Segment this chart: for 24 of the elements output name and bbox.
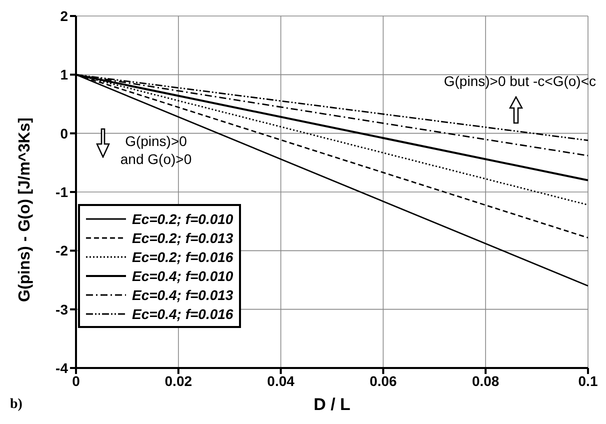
x-tick-label: 0.02	[164, 372, 192, 389]
y-tick-label: 1	[60, 66, 68, 83]
y-tick-label: 2	[60, 8, 68, 24]
legend-label: Ec=0.4; f=0.016	[132, 306, 234, 322]
annotation: G(pins)>0 and G(o)>0	[119, 132, 193, 168]
y-tick-label: -3	[56, 301, 68, 318]
y-tick-label: -2	[56, 242, 68, 259]
legend-label: Ec=0.2; f=0.010	[132, 210, 234, 226]
legend-label: Ec=0.2; f=0.013	[132, 230, 234, 246]
y-tick-label: -4	[56, 360, 68, 376]
legend-label: Ec=0.4; f=0.013	[132, 286, 234, 302]
text: b)	[10, 396, 24, 414]
x-tick-label: 0.06	[370, 372, 398, 389]
x-tick-label: 0	[72, 372, 80, 389]
legend-label: Ec=0.2; f=0.016	[132, 248, 234, 264]
y-tick-label: -1	[56, 184, 68, 200]
annotation: G(pins)>0 but -c<G(o)<c	[442, 72, 596, 90]
y-tick-label: 0	[60, 125, 68, 142]
x-axis-title: D / L	[314, 395, 350, 414]
x-tick-label: 0.1	[578, 372, 598, 389]
x-tick-label: 0.04	[267, 372, 295, 389]
legend-label: Ec=0.4; f=0.010	[132, 268, 234, 284]
y-axis-title: G(pins) - G(o) [J/m^3Ks]	[16, 118, 34, 302]
x-tick-label: 0.08	[472, 372, 500, 389]
